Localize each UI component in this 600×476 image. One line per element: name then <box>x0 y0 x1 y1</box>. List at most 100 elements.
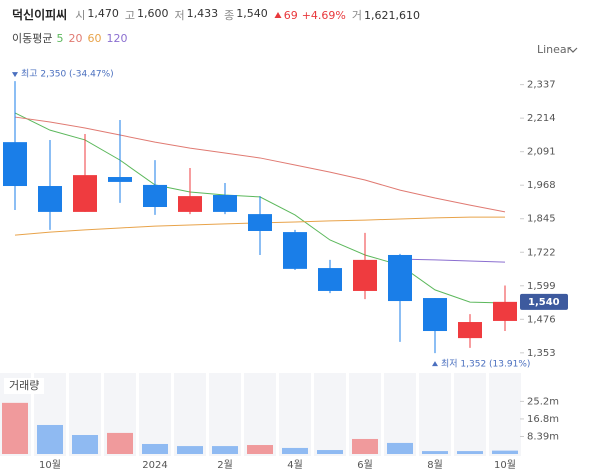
candle-body <box>248 214 272 231</box>
volume-label: 거래량 <box>9 379 39 392</box>
legend-entry: 20 <box>68 32 83 45</box>
high-annotation: 최고 2,350 (-34.47%) <box>21 69 114 80</box>
candle-body <box>3 142 27 187</box>
volume-column-bg <box>174 373 206 456</box>
volume-column-bg <box>104 373 136 456</box>
last-price-label: 1,540 <box>528 297 560 308</box>
candle-body <box>283 232 307 269</box>
volume-bar <box>317 450 343 454</box>
y-tick-label: 1,968 <box>527 180 556 191</box>
volume-bar <box>387 442 413 454</box>
x-tick-label: 4월 <box>287 459 303 471</box>
quote-value: 1,470 <box>87 7 119 20</box>
dropdown-icon[interactable] <box>568 47 578 53</box>
quote-value: 1,540 <box>236 7 268 20</box>
x-tick-label: 6월 <box>357 459 373 471</box>
volume-label-bg <box>4 378 44 394</box>
volume-bar <box>72 435 98 454</box>
y-tick-label: 1,845 <box>527 214 556 225</box>
y-tick-label: 1,353 <box>527 348 556 359</box>
candle-body <box>108 177 132 182</box>
candle-body <box>213 195 237 212</box>
volume-bar <box>37 424 63 454</box>
y-tick-label: 1,722 <box>527 247 556 258</box>
volume-bar <box>352 438 378 454</box>
ma-items: 5 20 60 120 <box>56 32 132 45</box>
volume-column-bg <box>454 373 486 456</box>
volume-column-bg <box>489 373 521 456</box>
candle-body <box>458 322 482 339</box>
volume-bar <box>212 446 238 454</box>
up-icon <box>274 12 282 18</box>
candle-body <box>73 175 97 212</box>
ma-label: 이동평균 <box>12 32 53 45</box>
volume-column-bg <box>419 373 451 456</box>
y-tick-label: 1,599 <box>527 281 556 292</box>
low-annotation: 최저 1,352 (13.91%) <box>441 359 530 370</box>
candle-body <box>493 301 517 321</box>
volume-bar <box>422 451 448 454</box>
volume-column-bg <box>139 373 171 456</box>
change-pct: +4.69% <box>301 9 346 22</box>
volume-y-tick-label: 8.39m <box>527 431 559 442</box>
volume-bar <box>492 450 518 454</box>
volume-column-bg <box>0 373 31 456</box>
last-price-tag <box>520 293 568 310</box>
volume-column-bg <box>384 373 416 456</box>
ma-line <box>14 112 506 304</box>
volume-bar <box>247 445 273 454</box>
quote-label: 종 <box>224 9 235 22</box>
x-tick-label: 2024 <box>142 460 167 471</box>
volume-value: 1,621,610 <box>364 9 420 22</box>
quote-label: 시 <box>75 9 86 22</box>
ma-line <box>399 258 506 263</box>
candle-body <box>143 184 167 208</box>
legend-entry: 120 <box>106 32 128 45</box>
scale-label[interactable]: Linear <box>537 43 572 56</box>
y-tick-label: 2,091 <box>527 147 556 158</box>
x-tick-label: 8월 <box>427 459 443 471</box>
quote-value: 1,433 <box>186 7 219 20</box>
volume-bar <box>142 443 168 454</box>
y-tick-label: 2,337 <box>527 80 556 91</box>
volume-bar <box>282 447 308 454</box>
candle-body <box>423 298 447 332</box>
candle-body <box>318 268 342 291</box>
ma-line <box>14 116 506 213</box>
high-marker <box>12 72 18 78</box>
candle-body <box>353 259 377 291</box>
x-tick-label: 10월 <box>494 459 516 471</box>
quote-header: 덕신이피씨 시 1,470 고 1,600 저 1,433 종 1,540 69 +4.69%… <box>12 6 426 23</box>
ma-line <box>14 216 505 236</box>
x-tick-label: 2월 <box>217 459 233 471</box>
volume-label: 거 <box>351 9 362 22</box>
volume-bar <box>177 446 203 454</box>
volume-column-bg <box>244 373 276 456</box>
volume-column-bg <box>69 373 101 456</box>
volume-column-bg <box>314 373 346 456</box>
low-marker <box>432 361 438 367</box>
stock-name: 덕신이피씨 <box>12 8 68 22</box>
quote-value: 1,600 <box>136 7 169 20</box>
change: 69 <box>283 9 298 22</box>
volume-column-bg <box>209 373 241 456</box>
legend-entry: 5 <box>56 32 64 45</box>
candle-body <box>178 196 202 212</box>
volume-bar <box>457 451 483 454</box>
volume-column-bg <box>34 373 66 456</box>
quote-label: 저 <box>174 9 185 22</box>
volume-column-bg <box>349 373 381 456</box>
x-tick-label: 10월 <box>39 459 61 471</box>
quotes: 시 1,470 고 1,600 저 1,433 종 1,540 <box>75 7 274 23</box>
candle-body <box>38 186 62 212</box>
quote-label: 고 <box>124 9 135 22</box>
y-tick-label: 1,476 <box>527 314 556 325</box>
volume-y-tick-label: 25.2m <box>527 396 559 407</box>
ma-legend: 이동평균 5 20 60 120 <box>12 30 132 46</box>
y-tick-label: 2,214 <box>527 113 556 124</box>
volume-bar <box>107 432 133 454</box>
candle-body <box>388 254 412 302</box>
volume-column-bg <box>279 373 311 456</box>
